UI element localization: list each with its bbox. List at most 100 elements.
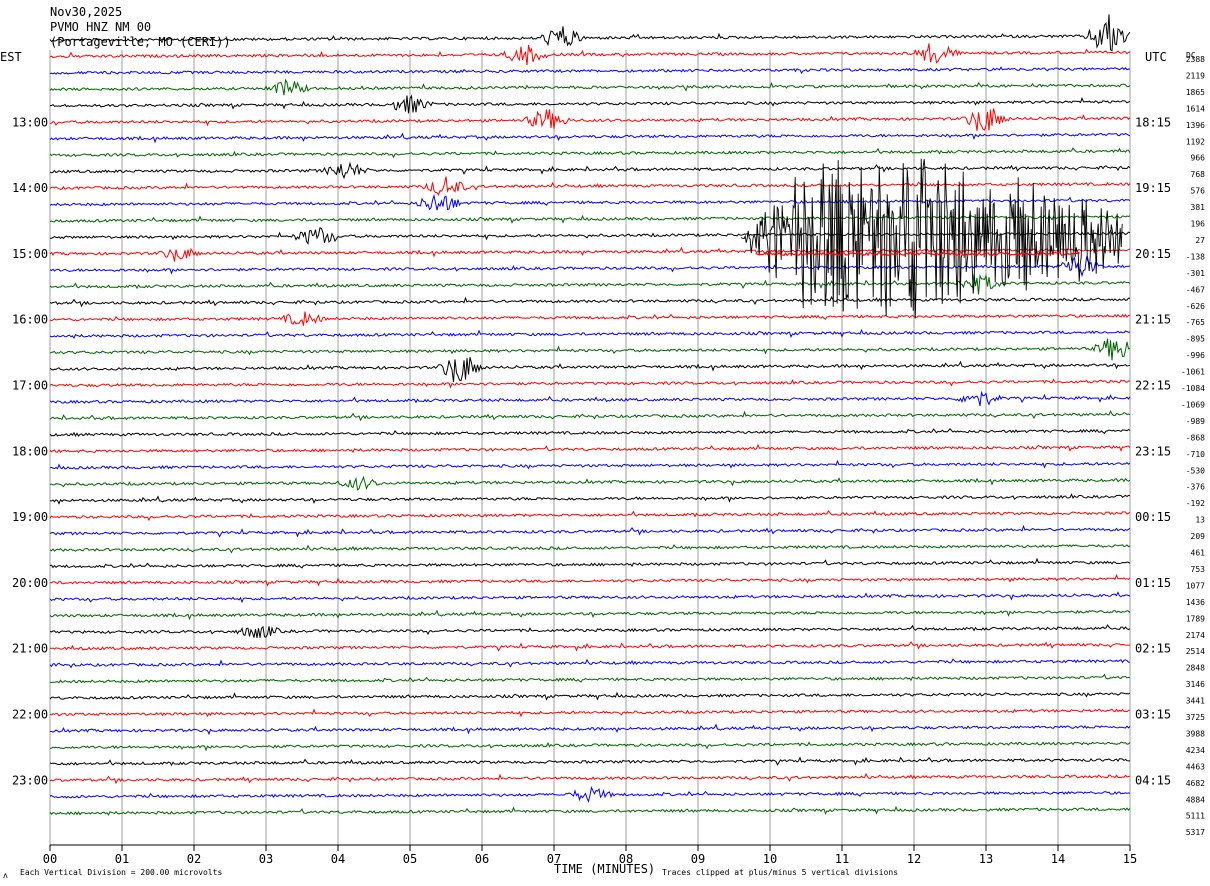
dc-offset-label: 1077 xyxy=(1186,581,1205,590)
dc-offset-label: 4682 xyxy=(1186,779,1205,788)
x-tick-label: 12 xyxy=(907,852,921,866)
dc-offset-label: 1192 xyxy=(1186,137,1205,146)
seismic-trace xyxy=(49,509,1131,522)
dc-offset-label: -765 xyxy=(1186,318,1205,327)
dc-offset-label: 196 xyxy=(1191,220,1206,229)
dc-offset-label: -467 xyxy=(1186,285,1205,294)
right-time-label: 18:15 xyxy=(1135,115,1171,129)
left-time-label: 16:00 xyxy=(12,313,48,327)
seismic-trace xyxy=(49,176,1131,197)
seismic-trace xyxy=(49,66,1131,75)
dc-offset-label: 461 xyxy=(1191,549,1206,558)
right-time-label: 23:15 xyxy=(1135,444,1171,458)
right-time-labels: 18:15 19:15 20:15 21:15 22:15 23:15 00:15 01:15… xyxy=(1135,115,1171,787)
dc-offset-label: -138 xyxy=(1186,252,1205,261)
x-tick-label: 06 xyxy=(475,852,489,866)
dc-offset-label: -301 xyxy=(1186,269,1205,278)
dc-offset-label: -1069 xyxy=(1181,400,1205,409)
dc-offset-label: 13 xyxy=(1195,516,1205,525)
dc-offset-label: 209 xyxy=(1191,532,1206,541)
dc-offset-label: 1789 xyxy=(1186,614,1205,623)
x-axis-ticks: 00 01 02 03 04 05 06 07 08 09 10 11 12 13 14 15 xyxy=(43,845,1137,866)
left-time-label: 18:00 xyxy=(12,444,48,458)
right-time-label: 22:15 xyxy=(1135,378,1171,392)
dc-offset-label: 1396 xyxy=(1186,121,1205,130)
left-time-label: 15:00 xyxy=(12,247,48,261)
seismic-trace xyxy=(49,338,1131,361)
x-tick-label: 05 xyxy=(403,852,417,866)
x-tick-label: 09 xyxy=(691,852,705,866)
seismic-trace xyxy=(49,390,1131,407)
seismic-trace xyxy=(49,708,1131,718)
clip-note: Traces clipped at plus/minus 5 vertical … xyxy=(662,868,898,877)
dc-offset-label: 27 xyxy=(1195,236,1205,245)
left-axis-label: EST xyxy=(0,50,22,64)
seismic-trace xyxy=(49,624,1131,638)
dc-offset-labels: 2388 2119 1865 1614 1396 1192 966 768 576 381 196 2… xyxy=(1181,55,1205,837)
seismic-trace xyxy=(49,723,1131,736)
seismic-trace xyxy=(49,328,1131,339)
right-time-label: 19:15 xyxy=(1135,181,1171,195)
seismic-trace xyxy=(49,658,1131,669)
seismic-trace xyxy=(49,591,1131,604)
seismic-trace xyxy=(49,311,1130,326)
dc-offset-label: 4884 xyxy=(1186,795,1205,804)
header-station: PVMO HNZ NM 00 xyxy=(50,20,151,34)
seismic-trace xyxy=(49,78,1131,96)
right-time-label: 00:15 xyxy=(1135,510,1171,524)
corner-mark: ʌ xyxy=(3,871,8,880)
dc-offset-label: 4463 xyxy=(1186,762,1205,771)
seismic-trace xyxy=(49,805,1131,816)
dc-offset-label: 2514 xyxy=(1186,647,1205,656)
dc-offset-label: 3988 xyxy=(1186,729,1205,738)
dc-offset-label: 753 xyxy=(1191,565,1206,574)
x-tick-label: 10 xyxy=(763,852,777,866)
seismic-trace xyxy=(49,147,1131,159)
scale-note: Each Vertical Division = 200.00 microvol… xyxy=(20,868,222,877)
dc-offset-label: -192 xyxy=(1186,499,1205,508)
seismic-trace xyxy=(49,673,1131,684)
right-time-label: 04:15 xyxy=(1135,773,1171,787)
major-event-trace xyxy=(740,158,1123,319)
x-tick-label: 15 xyxy=(1123,852,1137,866)
dc-offset-label: 3441 xyxy=(1186,697,1205,706)
x-tick-label: 07 xyxy=(547,852,561,866)
header-date: Nov30,2025 xyxy=(50,5,122,19)
right-time-label: 20:15 xyxy=(1135,247,1171,261)
right-axis-label: UTC xyxy=(1145,50,1167,64)
x-tick-label: 11 xyxy=(835,852,849,866)
x-tick-label: 04 xyxy=(331,852,345,866)
x-tick-label: 08 xyxy=(619,852,633,866)
dc-offset-label: -530 xyxy=(1186,466,1205,475)
dc-offset-label: 576 xyxy=(1191,187,1206,196)
seismic-trace xyxy=(49,772,1131,785)
seismic-trace xyxy=(49,378,1131,389)
dc-offset-label: 2848 xyxy=(1186,664,1205,673)
x-tick-label: 13 xyxy=(979,852,993,866)
left-time-label: 13:00 xyxy=(12,115,48,129)
seismic-trace xyxy=(49,428,1131,437)
dc-offset-label: 2388 xyxy=(1186,55,1205,64)
x-axis-title: TIME (MINUTES) xyxy=(554,862,655,876)
dc-offset-label: 2119 xyxy=(1186,71,1205,80)
dc-offset-label: -895 xyxy=(1186,335,1205,344)
dc-offset-label: 1865 xyxy=(1186,88,1205,97)
seismic-trace xyxy=(49,443,1131,454)
left-time-label: 17:00 xyxy=(12,378,48,392)
seismic-trace xyxy=(49,544,1131,554)
dc-offset-label: 966 xyxy=(1191,154,1206,163)
seismic-trace xyxy=(49,691,1131,701)
seismic-trace xyxy=(49,43,1130,66)
x-tick-label: 00 xyxy=(43,852,57,866)
seismic-trace xyxy=(49,193,1131,211)
dc-offset-label: -710 xyxy=(1186,450,1205,459)
seismic-trace xyxy=(49,273,1131,295)
x-tick-label: 14 xyxy=(1051,852,1065,866)
seismic-trace xyxy=(49,641,1131,652)
seismic-trace xyxy=(49,357,1131,383)
seismic-trace xyxy=(49,493,1131,505)
seismic-trace xyxy=(49,14,1131,52)
seismic-traces xyxy=(49,14,1131,816)
